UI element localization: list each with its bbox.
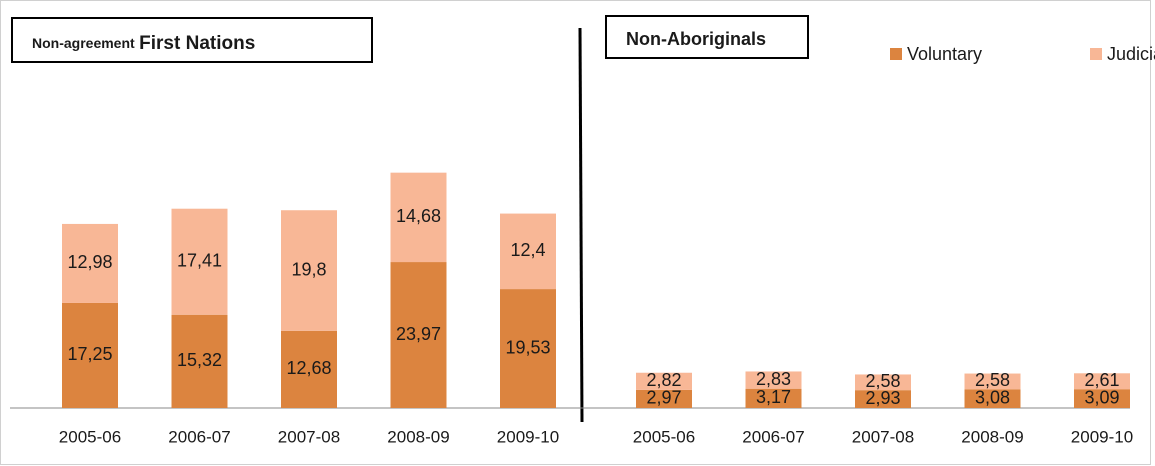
panel-title-box <box>605 15 809 59</box>
data-label: 12,4 <box>510 240 545 260</box>
x-tick-label: 2006-07 <box>168 427 230 446</box>
x-tick-label: 2006-07 <box>742 427 804 446</box>
bar-segment <box>500 213 556 290</box>
x-tick-label: 2009-10 <box>1071 427 1133 446</box>
x-tick-label: 2007-08 <box>852 427 914 446</box>
bar-segment <box>636 372 692 390</box>
legend-label: Judicial <box>1107 44 1155 64</box>
legend-swatch <box>890 48 902 60</box>
data-label: 15,32 <box>177 350 222 370</box>
data-label: 3,09 <box>1084 387 1119 407</box>
bar-segment <box>964 389 1021 408</box>
data-label: 17,25 <box>67 344 112 364</box>
bar-segment <box>964 373 1021 390</box>
data-label: 3,08 <box>975 387 1010 407</box>
data-label: 19,53 <box>505 337 550 357</box>
x-tick-label: 2007-08 <box>278 427 340 446</box>
bar-segment <box>281 210 337 331</box>
bar-segment <box>62 302 118 408</box>
legend-label: Voluntary <box>907 44 982 64</box>
data-label: 2,61 <box>1084 370 1119 390</box>
data-label: 2,82 <box>646 370 681 390</box>
bar-segment <box>281 330 337 408</box>
x-tick-label: 2008-09 <box>961 427 1023 446</box>
bar-segment <box>390 262 447 408</box>
data-label: 12,98 <box>67 252 112 272</box>
data-label: 14,68 <box>396 206 441 226</box>
bar-segment <box>1074 389 1130 408</box>
bar-segment <box>1074 373 1130 390</box>
bar-segment <box>855 390 911 408</box>
data-label: 23,97 <box>396 324 441 344</box>
panel-title: Non-agreement First Nations <box>32 33 255 54</box>
panel-title: Non-Aboriginals <box>626 29 766 49</box>
panel-title-part: Non-agreement <box>32 35 135 51</box>
data-label: 2,58 <box>975 370 1010 390</box>
x-tick-label: 2008-09 <box>387 427 449 446</box>
data-label: 3,17 <box>756 387 791 407</box>
legend-swatch <box>1090 48 1102 60</box>
bar-segment <box>171 208 228 315</box>
bar-segment <box>390 172 447 263</box>
x-tick-label: 2009-10 <box>497 427 559 446</box>
data-label: 2,58 <box>865 371 900 391</box>
bar-segment <box>745 388 802 408</box>
bar-segment <box>62 223 118 303</box>
bar-segment <box>745 371 802 389</box>
bar-segment <box>500 289 556 408</box>
data-label: 19,8 <box>291 259 326 279</box>
data-label: 2,93 <box>865 388 900 408</box>
panel-title-box <box>11 17 373 63</box>
data-label: 2,83 <box>756 369 791 389</box>
data-label: 12,68 <box>286 358 331 378</box>
bar-segment <box>636 389 692 408</box>
panel-divider <box>578 27 584 423</box>
bar-segment <box>171 314 228 408</box>
panel-title-part: First Nations <box>139 33 255 54</box>
data-label: 17,41 <box>177 250 222 270</box>
x-tick-label: 2005-06 <box>59 427 121 446</box>
x-tick-label: 2005-06 <box>633 427 695 446</box>
bar-segment <box>855 374 911 391</box>
data-label: 2,97 <box>646 388 681 408</box>
